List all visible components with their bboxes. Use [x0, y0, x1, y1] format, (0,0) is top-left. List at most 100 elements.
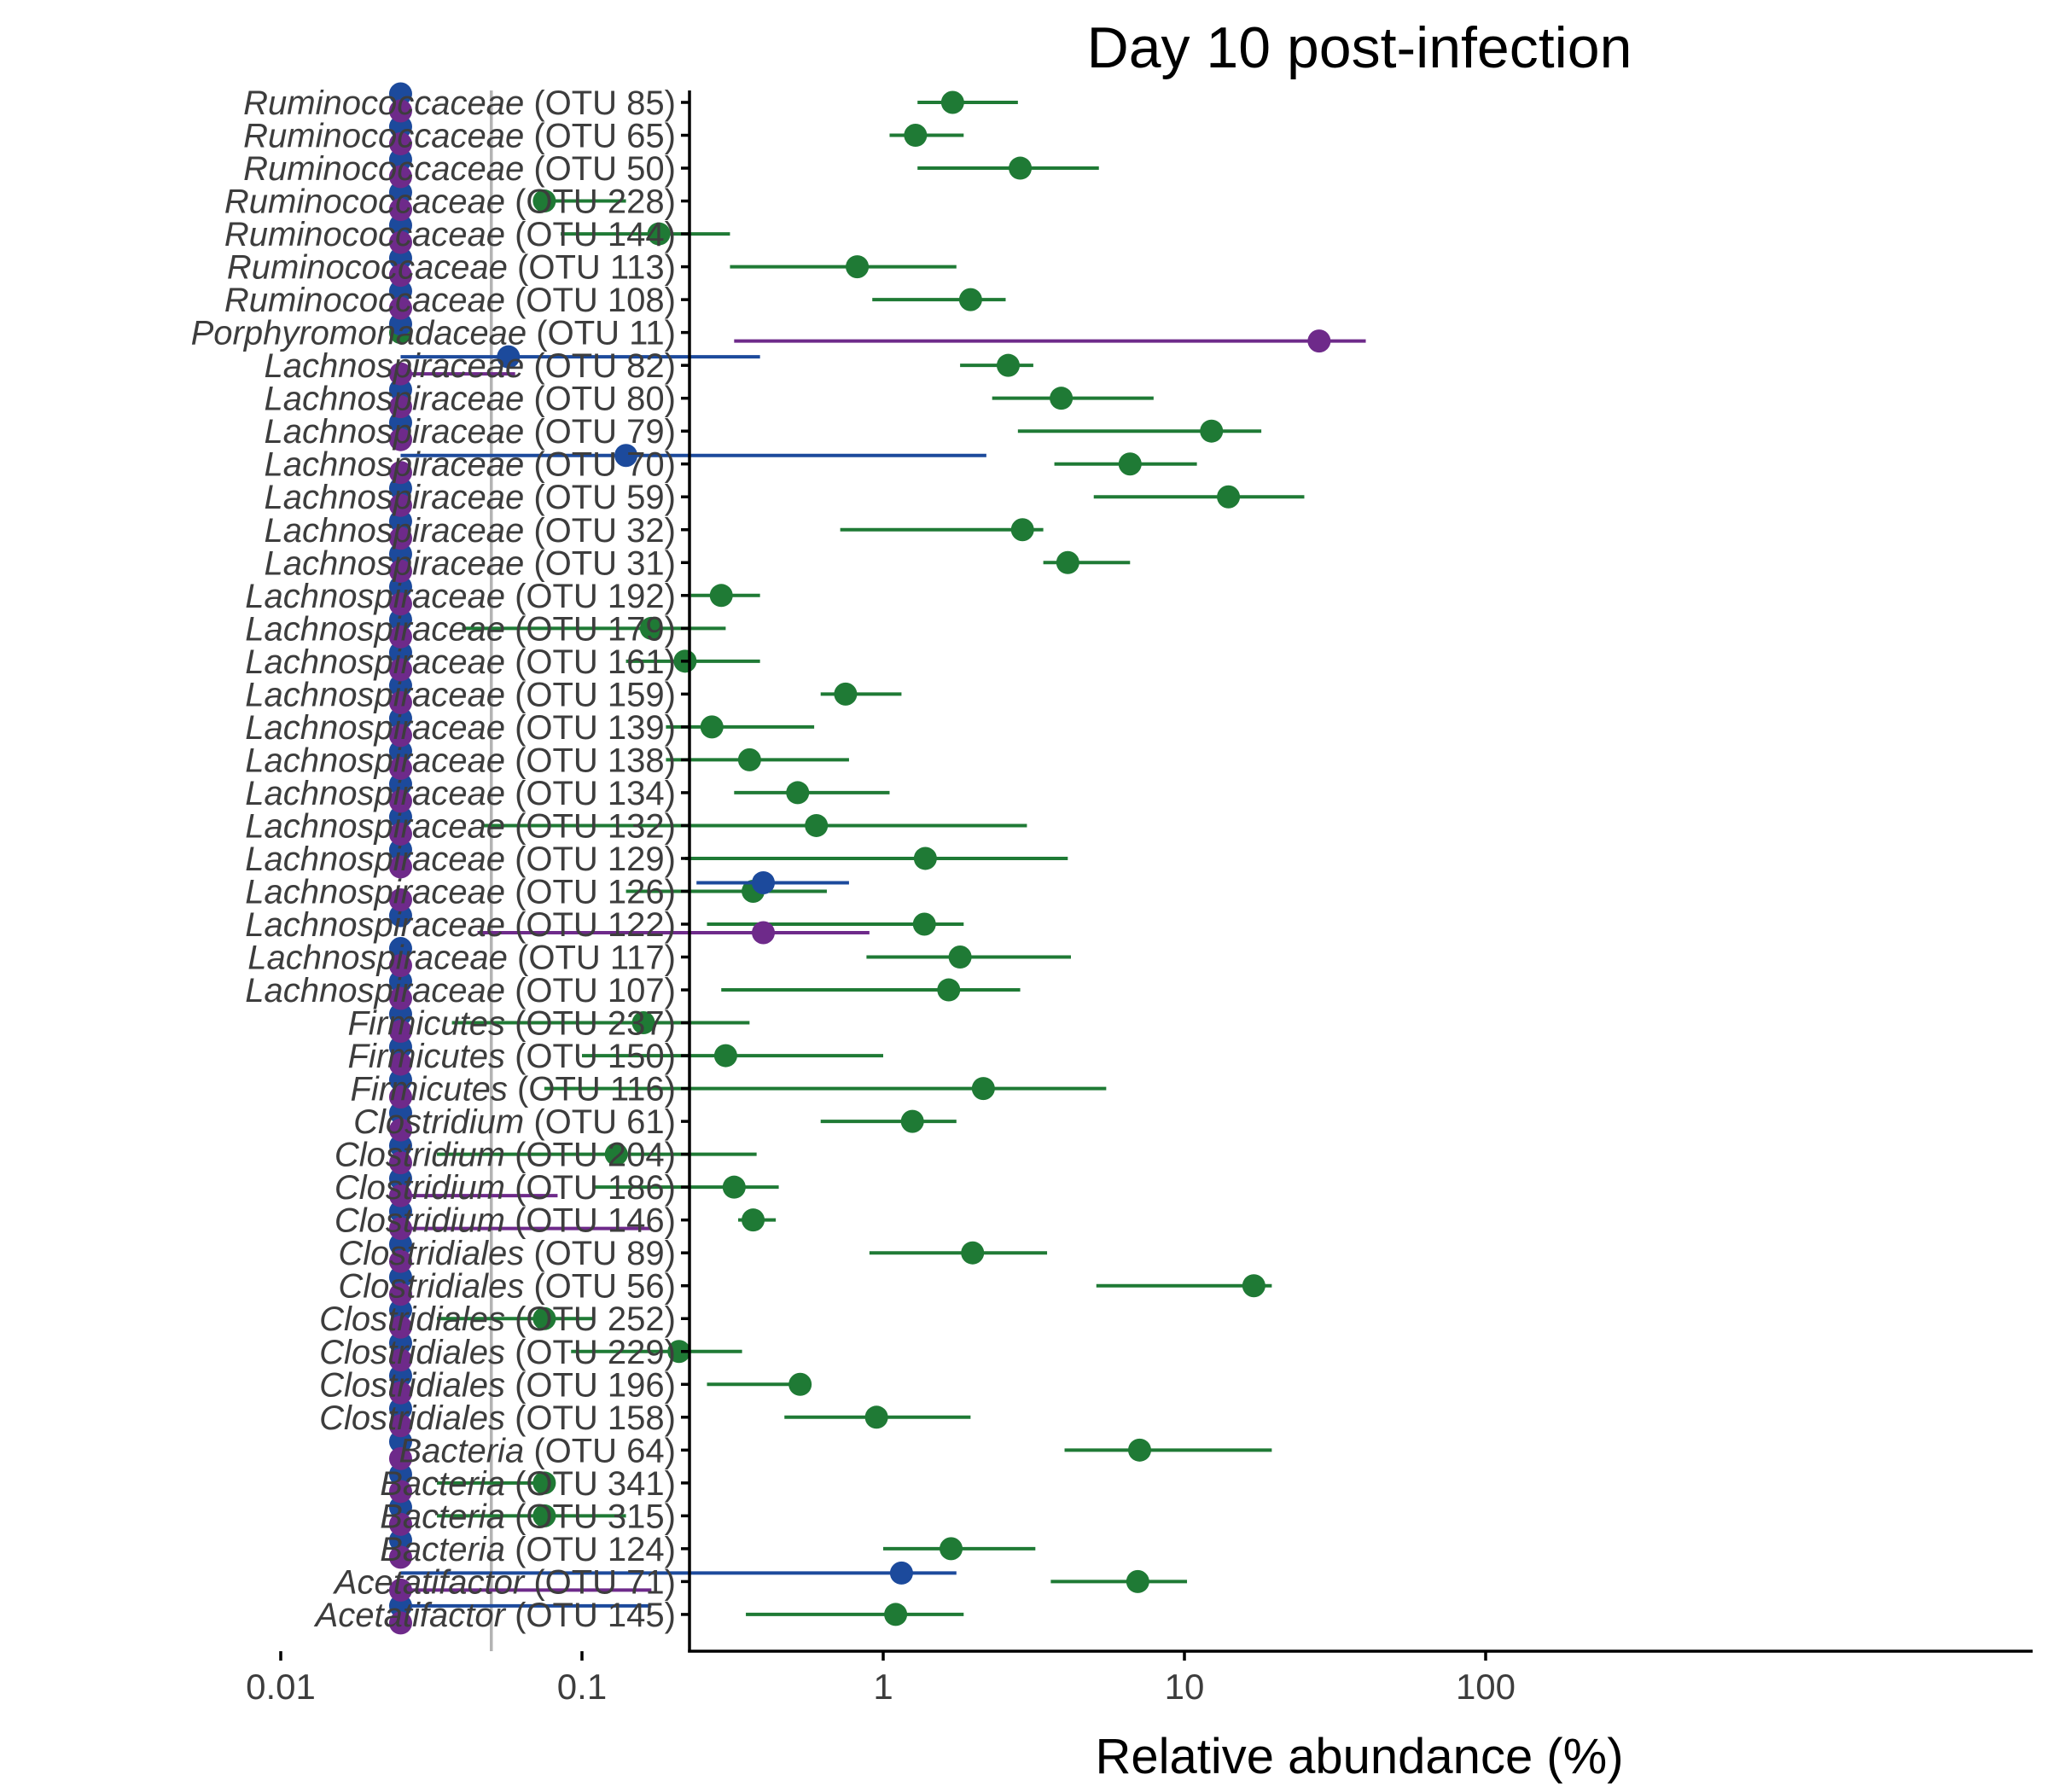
otu-id: (OTU 150)	[505, 1038, 676, 1075]
otu-id: (OTU 59)	[524, 479, 676, 516]
taxon-name: Ruminococcaceae	[243, 150, 524, 188]
blue-point	[388, 1134, 412, 1158]
otu-id: (OTU 82)	[524, 347, 676, 385]
y-tick-label: Porphyromonadaceae (OTU 11)	[191, 315, 676, 352]
green-point	[884, 1603, 908, 1626]
taxon-name: Ruminococcaceae	[224, 183, 505, 221]
taxon-name: Ruminococcaceae	[243, 118, 524, 155]
green-point	[1242, 1274, 1265, 1298]
y-tick-label: Lachnospiraceae (OTU 31)	[265, 544, 676, 582]
taxon-name: Bacteria	[399, 1432, 524, 1469]
otu-id: (OTU 65)	[524, 118, 676, 155]
taxon-name: Clostridiales	[319, 1334, 505, 1371]
taxon-name: Clostridium	[335, 1137, 505, 1174]
x-tick-label: 100	[1456, 1667, 1516, 1707]
x-tick-label: 0.1	[557, 1667, 607, 1707]
green-point	[647, 222, 671, 246]
y-tick-label: Lachnospiraceae (OTU 79)	[265, 413, 676, 451]
blue-point	[614, 444, 638, 468]
y-tick-label: Firmicutes (OTU 150)	[348, 1038, 677, 1075]
green-point	[709, 584, 733, 608]
purple-point	[388, 1348, 412, 1372]
green-point	[700, 715, 724, 739]
x-tick-labels: 0.01 0.1 1 10 100	[246, 1667, 1516, 1707]
taxon-name: Bacteria	[380, 1465, 505, 1503]
otu-id: (OTU 144)	[505, 216, 676, 253]
blue-point	[388, 312, 412, 336]
otu-id: (OTU 108)	[505, 282, 676, 319]
purple-point	[388, 1085, 412, 1109]
green-point	[1126, 1569, 1149, 1593]
purple-point	[388, 1480, 412, 1504]
y-tick-label: Clostridiales (OTU 89)	[338, 1235, 676, 1272]
y-tick-label: Lachnospiraceae (OTU 139)	[245, 709, 676, 747]
y-tick-label: Lachnospiraceae (OTU 80)	[265, 381, 676, 418]
blue-point	[388, 542, 412, 566]
blue-point	[388, 969, 412, 993]
blue-point	[388, 904, 412, 928]
blue-point	[388, 148, 412, 172]
taxon-name: Lachnospiraceae	[265, 381, 525, 418]
y-tick-label: Bacteria (OTU 315)	[380, 1498, 676, 1535]
blue-point	[388, 1463, 412, 1487]
otu-id: (OTU 122)	[505, 906, 676, 944]
purple-point	[388, 296, 412, 320]
otu-id: (OTU 70)	[524, 446, 676, 484]
purple-point	[388, 1381, 412, 1405]
y-tick-label: Lachnospiraceae (OTU 179)	[245, 610, 676, 648]
purple-point	[388, 428, 412, 451]
otu-id: (OTU 32)	[524, 512, 676, 550]
green-point	[722, 1175, 746, 1199]
purple-point	[388, 789, 412, 813]
purple-point	[388, 165, 412, 189]
blue-point	[388, 1035, 412, 1059]
purple-point	[388, 99, 412, 123]
y-tick-label: Bacteria (OTU 64)	[399, 1432, 676, 1469]
otu-id: (OTU 179)	[505, 610, 676, 648]
green-point	[971, 1077, 995, 1101]
otu-id: (OTU 80)	[524, 381, 676, 418]
otu-id: (OTU 146)	[505, 1202, 676, 1240]
green-point	[532, 1504, 556, 1527]
taxon-name: Porphyromonadaceae	[191, 315, 527, 352]
otu-id: (OTU 89)	[524, 1235, 676, 1272]
green-point	[846, 255, 870, 279]
purple-point	[388, 1578, 412, 1602]
otu-id: (OTU 50)	[524, 150, 676, 188]
otu-id: (OTU 138)	[505, 742, 676, 779]
taxon-name: Lachnospiraceae	[265, 544, 525, 582]
blue-point	[388, 1265, 412, 1289]
otu-id: (OTU 107)	[505, 972, 676, 1009]
x-tick-label: 0.01	[246, 1667, 316, 1707]
y-tick-label: Ruminococcaceae (OTU 228)	[224, 183, 676, 221]
y-tick-label: Lachnospiraceae (OTU 126)	[245, 873, 676, 911]
green-point	[1056, 550, 1079, 574]
y-tick-label: Clostridiales (OTU 229)	[319, 1334, 676, 1371]
taxon-name: Acetatifactor	[333, 1563, 526, 1601]
y-tick-label: Ruminococcaceae (OTU 144)	[224, 216, 676, 253]
green-point	[900, 1109, 924, 1133]
purple-point	[388, 395, 412, 419]
blue-point	[388, 1364, 412, 1388]
taxon-name: Clostridiales	[319, 1300, 505, 1338]
y-tick-label: Bacteria (OTU 341)	[380, 1465, 676, 1503]
otu-id: (OTU 229)	[505, 1334, 676, 1371]
taxon-name: Ruminococcaceae	[224, 216, 505, 253]
blue-point	[388, 279, 412, 303]
purple-point	[388, 1020, 412, 1044]
blue-point	[388, 213, 412, 237]
y-tick-label: Ruminococcaceae (OTU 50)	[243, 150, 676, 188]
green-point	[667, 1340, 691, 1364]
purple-point	[388, 1118, 412, 1142]
green-point	[904, 124, 928, 148]
blue-point	[388, 115, 412, 139]
taxon-name: Lachnospiraceae	[245, 873, 505, 911]
y-tick-label: Lachnospiraceae (OTU 134)	[245, 775, 676, 812]
purple-point	[388, 954, 412, 978]
blue-point	[752, 870, 776, 894]
taxon-name: Firmicutes	[350, 1071, 507, 1108]
green-point	[788, 1372, 812, 1396]
x-tick-label: 1	[873, 1667, 893, 1707]
purple-point	[388, 592, 412, 616]
